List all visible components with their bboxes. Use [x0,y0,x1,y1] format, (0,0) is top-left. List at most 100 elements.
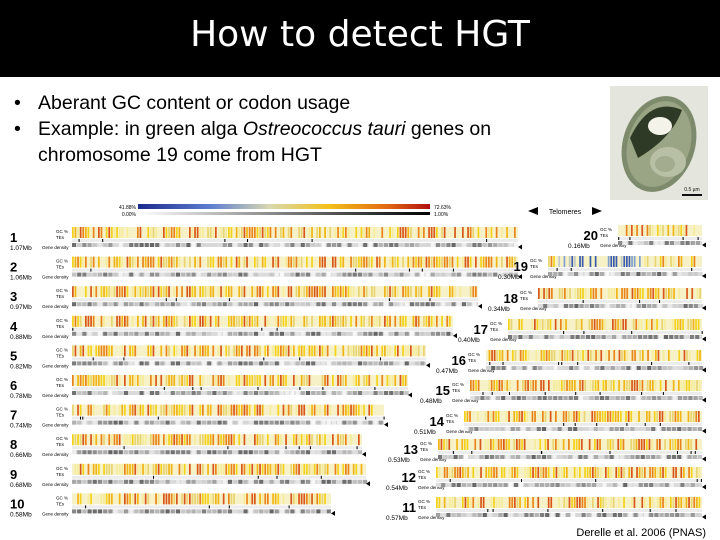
gc-stripe [484,411,487,422]
gc-stripe [626,288,629,299]
gc-stripe [490,411,492,422]
density-cell [134,509,139,514]
gc-stripe [373,315,376,327]
gc-stripe [196,493,199,505]
gc-stripe [672,497,675,508]
gc-stripe [621,350,623,361]
density-cell [436,331,440,336]
gc-stripe [282,493,285,505]
gc-stripe [410,345,412,357]
gc-stripe [436,286,438,298]
telomere-right-arrow-icon [592,207,602,215]
gc-stripe [661,319,664,330]
gc-stripe [186,493,189,505]
gc-stripe [376,256,378,268]
density-cell [553,272,558,276]
gc-stripe [243,434,246,446]
gc-stripe [589,256,592,267]
gc-stripe [217,463,220,475]
gc-stripe [352,286,355,298]
density-cell [259,450,264,455]
density-cell [217,243,222,247]
density-cell [129,509,134,514]
density-cell [415,243,420,247]
gc-stripe [378,256,381,268]
gc-stripe [248,315,251,327]
te-marker [276,327,278,331]
density-cell [160,331,165,336]
density-cell [176,243,180,247]
density-cell [212,391,217,395]
density-cell [238,331,243,336]
gc-stripe [319,493,321,505]
density-cell [326,361,331,366]
density-cell [636,366,641,370]
density-cell [378,243,383,247]
density-cell [92,391,97,395]
density-cell [191,331,196,336]
gc-stripe [311,315,313,327]
density-cell [196,391,201,395]
density-cell [217,391,222,395]
gc-stripe [321,256,324,268]
gc-stripe [183,345,186,357]
gc-stripe [124,345,126,357]
gc-stripe [508,439,510,450]
density-cell [129,450,134,455]
density-cell [545,513,550,517]
gc-stripe [459,286,462,298]
gc-stripe [228,493,230,505]
density-cell [238,509,243,514]
gc-stripe [178,375,181,386]
density-cell [160,361,165,366]
density-cell [503,243,508,247]
gc-stripe [516,439,518,450]
gc-stripe [477,227,480,238]
density-cell [616,304,620,308]
gc-stripe [204,493,207,505]
gc-stripe [384,345,386,357]
density-cell [228,302,232,307]
density-cell [238,272,243,277]
gc-stripe [482,256,485,268]
density-cell [306,479,310,484]
gc-stripe [147,286,150,298]
density-cell [467,302,472,307]
density-cell [155,420,160,425]
density-cell [326,450,331,455]
title-bar: How to detect HGT [0,0,720,77]
gc-stripe [293,463,295,475]
gc-stripe [610,497,612,508]
gc-stripe [631,467,633,478]
gc-stripe [246,256,248,268]
gc-stripe [118,286,121,298]
density-cell [228,420,232,425]
chromosome-number: 15 [436,383,450,398]
density-cell [342,243,347,247]
density-cell [92,331,97,336]
density-cell [269,272,274,277]
gc-stripe [402,375,404,386]
gc-stripe [243,256,246,268]
gc-stripe [633,380,636,391]
gc-stripe [514,350,517,361]
density-cell [176,479,180,484]
chromosome-end-arrow-icon [702,273,706,279]
density-cell [207,391,212,395]
gc-stripe [77,256,79,268]
row-label: Gene density [600,243,627,248]
gc-stripe [371,315,373,327]
gc-stripe [163,286,165,298]
density-cell [98,302,102,307]
gc-stripe [111,463,113,475]
density-cell [488,243,492,247]
density-cell [108,331,113,336]
gc-stripe [564,350,566,361]
gc-stripe [311,286,313,298]
density-cell [516,427,520,431]
te-track [438,451,702,454]
density-cell [316,420,321,425]
gc-stripe [510,319,513,330]
gc-stripe [137,375,139,386]
te-marker [644,423,646,426]
